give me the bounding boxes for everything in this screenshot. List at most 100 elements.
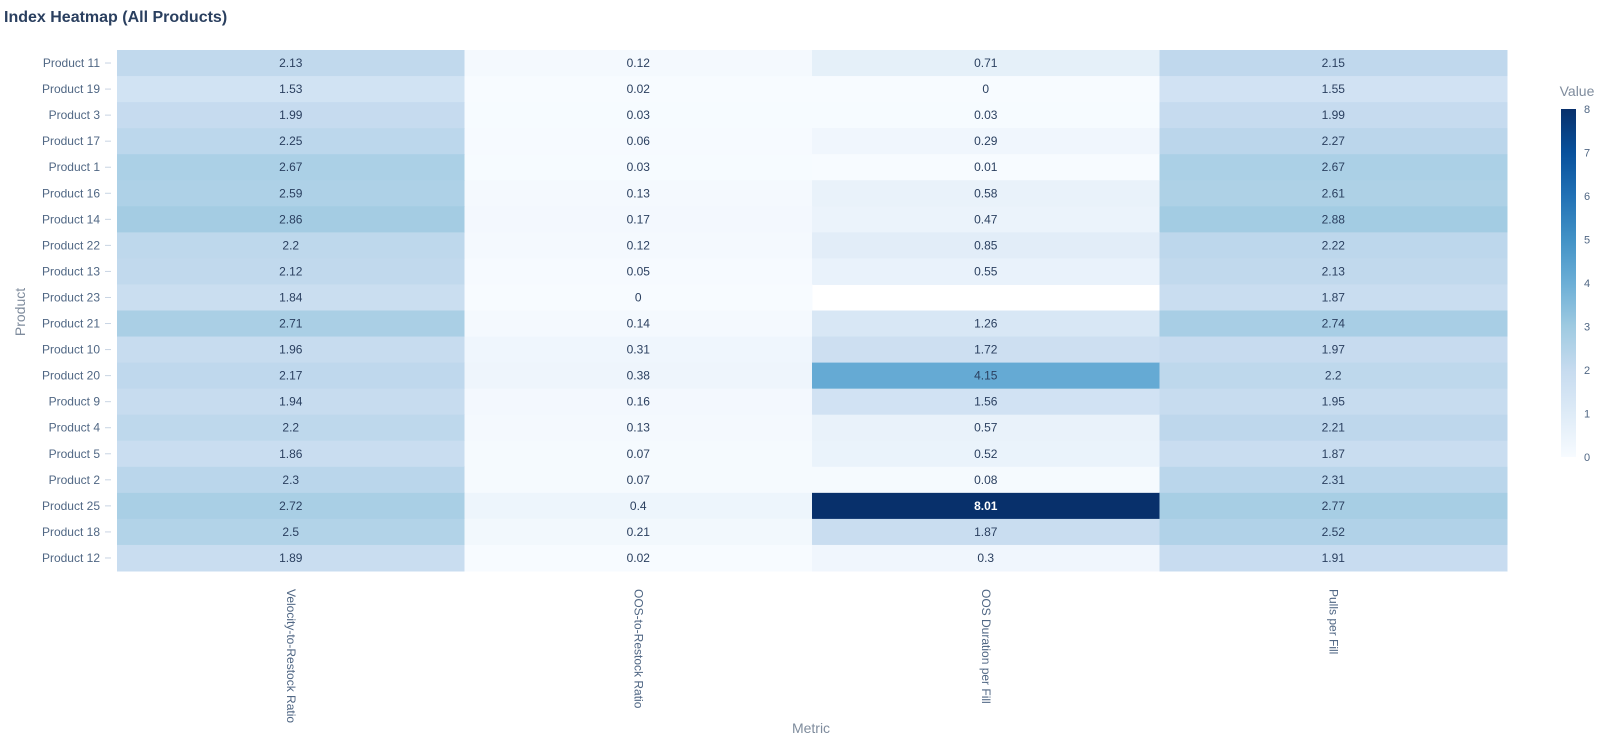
heatmap-cell[interactable] — [1159, 388, 1508, 416]
heatmap-cells — [117, 50, 1508, 572]
heatmap-cell-label: 2.25 — [279, 134, 303, 148]
heatmap-cell[interactable] — [464, 206, 813, 233]
heatmap-cell-label: 0.13 — [627, 186, 651, 200]
heatmap-cell-label: 1.53 — [279, 82, 303, 96]
heatmap-cell[interactable] — [464, 154, 813, 181]
heatmap-cell[interactable] — [464, 310, 813, 338]
heatmap-cell[interactable] — [812, 310, 1160, 338]
heatmap-cell[interactable] — [464, 76, 813, 103]
heatmap-cell[interactable] — [1159, 362, 1508, 390]
heatmap-cell[interactable] — [812, 336, 1160, 364]
heatmap-cell-label: 0.01 — [974, 160, 998, 174]
heatmap-cell[interactable] — [464, 284, 813, 311]
heatmap-cell[interactable] — [812, 50, 1160, 77]
heatmap-cell[interactable] — [1159, 440, 1508, 468]
heatmap-cell[interactable] — [464, 336, 813, 364]
colorbar-tick-label: 2 — [1584, 365, 1590, 377]
heatmap-cell[interactable] — [464, 466, 813, 494]
heatmap-cell[interactable] — [117, 258, 465, 285]
heatmap-cell[interactable] — [1159, 544, 1508, 572]
heatmap-cell[interactable] — [117, 154, 465, 181]
heatmap-cell[interactable] — [117, 466, 465, 494]
heatmap-cell[interactable] — [1159, 154, 1508, 181]
heatmap-cell[interactable] — [464, 492, 813, 520]
heatmap-cell[interactable] — [117, 180, 465, 207]
heatmap-cell[interactable] — [117, 284, 465, 311]
heatmap-cell[interactable] — [1159, 128, 1508, 155]
heatmap-cell[interactable] — [812, 544, 1160, 572]
heatmap-cell[interactable] — [117, 414, 465, 442]
heatmap-cell[interactable] — [117, 206, 465, 233]
heatmap-cell-label: 1.84 — [279, 290, 303, 304]
heatmap-cell[interactable] — [812, 492, 1160, 520]
heatmap-cell[interactable] — [464, 128, 813, 155]
heatmap-cell[interactable] — [117, 128, 465, 155]
heatmap-cell[interactable] — [812, 258, 1160, 285]
heatmap-cell[interactable] — [1159, 284, 1508, 311]
heatmap-cell-label: 2.61 — [1322, 186, 1346, 200]
x-axis-tick-labels: Velocity-to-Restock Ratio OOS-to-Restock … — [284, 589, 1341, 723]
heatmap-cell-label: 1.86 — [279, 447, 303, 461]
heatmap-cell[interactable] — [1159, 466, 1508, 494]
y-axis-tick-label: Product 2 — [49, 473, 101, 487]
heatmap-cell[interactable] — [464, 232, 813, 259]
heatmap-cell[interactable] — [1159, 492, 1508, 520]
heatmap-cell[interactable] — [1159, 206, 1508, 233]
heatmap-cell[interactable] — [117, 544, 465, 572]
heatmap-cell[interactable] — [464, 544, 813, 572]
heatmap-cell[interactable] — [117, 76, 465, 103]
heatmap-cell[interactable] — [464, 440, 813, 468]
heatmap-cell-label: 0.85 — [974, 238, 998, 252]
heatmap-cell[interactable] — [1159, 50, 1508, 77]
heatmap-cell[interactable] — [812, 414, 1160, 442]
heatmap-cell[interactable] — [812, 388, 1160, 416]
heatmap-cell-label: 1.26 — [974, 317, 998, 331]
heatmap-cell-label: 2.31 — [1322, 473, 1346, 487]
heatmap-cell[interactable] — [117, 492, 465, 520]
heatmap-cell[interactable] — [464, 258, 813, 285]
y-axis-tick-label: Product 18 — [42, 525, 100, 539]
heatmap-cell[interactable] — [464, 102, 813, 129]
heatmap-cell[interactable] — [464, 388, 813, 416]
heatmap-cell[interactable] — [117, 518, 465, 546]
colorbar-tick-label: 0 — [1584, 452, 1590, 464]
heatmap-cell[interactable] — [1159, 232, 1508, 259]
heatmap-cell[interactable] — [117, 440, 465, 468]
heatmap-cell[interactable] — [464, 180, 813, 207]
heatmap-cell[interactable] — [1159, 76, 1508, 103]
heatmap-cell[interactable] — [117, 362, 465, 390]
heatmap-cell[interactable] — [1159, 414, 1508, 442]
heatmap-cell[interactable] — [1159, 518, 1508, 546]
heatmap-cell[interactable] — [117, 50, 465, 77]
heatmap-cell-label: 1.95 — [1322, 395, 1346, 409]
heatmap-cell[interactable] — [812, 76, 1160, 103]
heatmap-cell[interactable] — [812, 362, 1160, 390]
heatmap-cell[interactable] — [464, 414, 813, 442]
heatmap-cell[interactable] — [812, 518, 1160, 546]
heatmap-cell-label: 2.67 — [279, 160, 303, 174]
y-axis-tick-label: Product 14 — [42, 212, 100, 226]
heatmap-cell[interactable] — [812, 206, 1160, 233]
heatmap-cell-label: 2.59 — [279, 186, 303, 200]
heatmap-cell[interactable] — [1159, 258, 1508, 285]
heatmap-cell[interactable] — [812, 232, 1160, 259]
heatmap-cell[interactable] — [117, 232, 465, 259]
heatmap-cell[interactable] — [117, 310, 465, 338]
heatmap-cell[interactable] — [117, 336, 465, 364]
heatmap-cell[interactable] — [117, 102, 465, 129]
heatmap-cell-label: 0.03 — [974, 108, 998, 122]
heatmap-cell[interactable] — [464, 362, 813, 390]
heatmap-cell[interactable] — [117, 388, 465, 416]
heatmap-cell[interactable] — [812, 180, 1160, 207]
heatmap-cell[interactable] — [464, 518, 813, 546]
heatmap-cell[interactable] — [464, 50, 813, 77]
heatmap-cell[interactable] — [1159, 102, 1508, 129]
heatmap-cell[interactable] — [1159, 180, 1508, 207]
heatmap-cell[interactable] — [812, 102, 1160, 129]
heatmap-cell[interactable] — [1159, 336, 1508, 364]
heatmap-cell[interactable] — [1159, 310, 1508, 338]
heatmap-cell[interactable] — [812, 440, 1160, 468]
heatmap-cell[interactable] — [812, 128, 1160, 155]
heatmap-cell[interactable] — [812, 466, 1160, 494]
heatmap-cell[interactable] — [812, 154, 1160, 181]
